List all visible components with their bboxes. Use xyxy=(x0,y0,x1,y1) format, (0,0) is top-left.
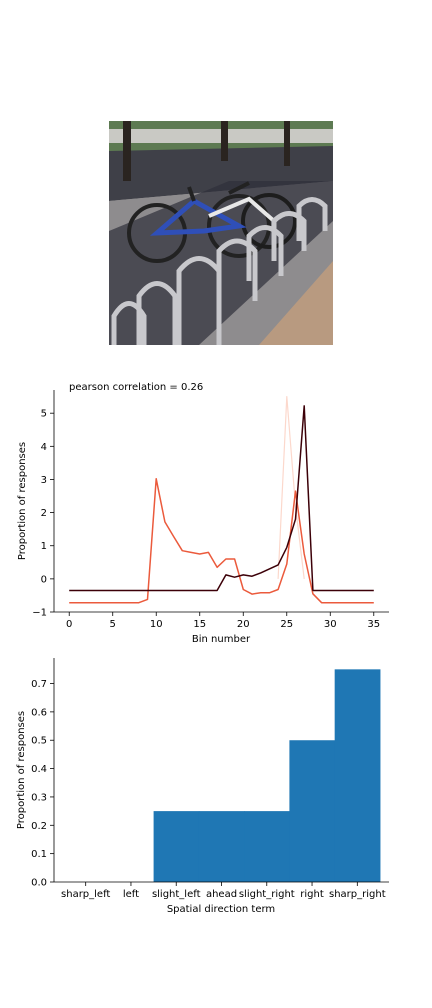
x-tick-label: sharp_right xyxy=(329,889,386,900)
x-tick-label: 25 xyxy=(280,619,293,630)
y-tick-label: 0 xyxy=(41,574,47,585)
x-tick-label: 0 xyxy=(66,619,72,630)
faint-series-line xyxy=(277,396,305,579)
line-chart: pearson correlation = 0.26 0 5 10 15 20 25 30 3… xyxy=(17,382,389,645)
y-tick-label: 2 xyxy=(41,508,47,519)
y-tick-label: 0.4 xyxy=(31,764,47,775)
y-tick-label: 0.1 xyxy=(31,849,47,860)
y-tick-label: 0.0 xyxy=(31,878,47,889)
x-tick-label: 20 xyxy=(237,619,250,630)
x-tick-label: ahead xyxy=(206,889,237,900)
x-tick-label: 5 xyxy=(110,619,116,630)
y-tick-label: 1 xyxy=(41,541,47,552)
x-tick-label: slight_right xyxy=(239,889,295,900)
x-tick-label: 15 xyxy=(193,619,206,630)
y-tick-label: 0.2 xyxy=(31,821,47,832)
x-tick-label: 35 xyxy=(367,619,380,630)
y-axis-label: Proportion of responses xyxy=(16,711,27,829)
x-tick-label: slight_left xyxy=(152,889,201,900)
x-tick-label: 30 xyxy=(324,619,337,630)
x-tick-label: right xyxy=(300,889,324,900)
bar-right xyxy=(289,740,336,882)
x-axis-label: Spatial direction term xyxy=(167,904,275,915)
y-axis-label: Proportion of responses xyxy=(17,442,28,560)
orange-series-line xyxy=(69,478,374,604)
bar-chart: sharp_left left slight_left ahead slight_rig… xyxy=(16,658,389,915)
y-tick-label: 0.3 xyxy=(31,792,47,803)
bike-rack-photo xyxy=(109,121,333,345)
bar-ahead xyxy=(198,811,245,882)
bar-slight_left xyxy=(153,811,200,882)
y-tick-label: 0.6 xyxy=(31,707,47,718)
bar-sharp_right xyxy=(334,669,381,882)
bar-slight_right xyxy=(244,811,290,882)
y-tick-label: 5 xyxy=(41,409,47,420)
y-tick-label: 0.5 xyxy=(31,736,47,747)
x-axis-label: Bin number xyxy=(192,634,251,645)
y-tick-label: 4 xyxy=(41,442,47,453)
dark-series-line xyxy=(69,405,374,592)
chart-title: pearson correlation = 0.26 xyxy=(69,382,203,393)
y-tick-label: 0.7 xyxy=(31,679,47,690)
x-tick-label: left xyxy=(123,889,139,900)
x-tick-label: sharp_left xyxy=(61,889,110,900)
y-tick-label: −1 xyxy=(32,608,47,619)
y-tick-label: 3 xyxy=(41,475,47,486)
x-tick-label: 10 xyxy=(150,619,163,630)
